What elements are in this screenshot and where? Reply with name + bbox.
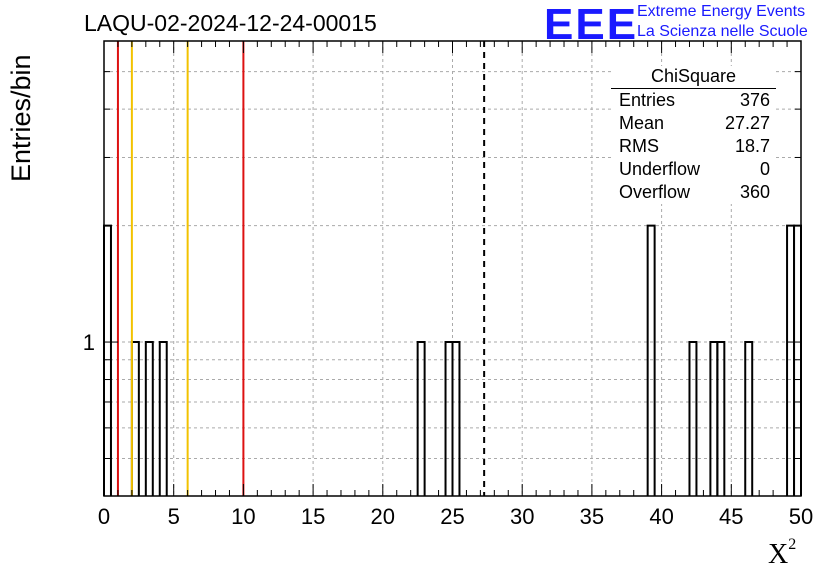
x-tick-label: 15	[301, 504, 325, 529]
x-tick-label: 30	[510, 504, 534, 529]
stats-title: ChiSquare	[611, 66, 776, 89]
histogram-bin	[444, 341, 454, 496]
histogram-bin	[451, 341, 461, 496]
stats-row-underflow: Underflow 0	[619, 159, 770, 179]
stats-box: ChiSquare Entries 376 Mean 27.27 RMS 18.7 U…	[611, 66, 776, 204]
x-tick-label: 10	[231, 504, 255, 529]
stats-row-mean: Mean 27.27	[619, 113, 770, 133]
histogram-bin	[103, 224, 112, 496]
histogram-bin	[786, 224, 796, 496]
y-tick-label: 1	[83, 330, 95, 355]
x-tick-label: 20	[371, 504, 395, 529]
logo-line-2: La Scienza nelle Scuole	[637, 23, 808, 40]
histogram-bin	[744, 341, 754, 496]
histogram-bin	[130, 341, 140, 496]
logo-line-1: Extreme Energy Events	[637, 3, 806, 20]
x-tick-label: 5	[168, 504, 180, 529]
stats-row-overflow: Overflow 360	[619, 182, 770, 202]
x-tick-label: 25	[440, 504, 464, 529]
histogram-bin	[688, 341, 698, 496]
x-tick-label: 0	[98, 504, 110, 529]
histogram-bin	[716, 341, 726, 496]
histogram-bin	[793, 224, 802, 496]
stats-row-entries: Entries 376	[619, 90, 770, 110]
histogram-bin	[416, 341, 426, 496]
x-tick-label: 45	[719, 504, 743, 529]
x-tick-label: 50	[789, 504, 813, 529]
chart-title: LAQU-02-2024-12-24-00015	[84, 10, 377, 36]
histogram-bin	[709, 341, 719, 496]
x-tick-label: 40	[649, 504, 673, 529]
stats-row-rms: RMS 18.7	[619, 136, 770, 156]
y-axis-label: Entries/bin	[6, 54, 36, 182]
x-tick-label: 35	[580, 504, 604, 529]
histogram-bin	[144, 341, 154, 496]
histogram-bin	[646, 224, 656, 496]
x-axis-label: X2	[768, 536, 797, 570]
histogram-bin	[158, 341, 168, 496]
